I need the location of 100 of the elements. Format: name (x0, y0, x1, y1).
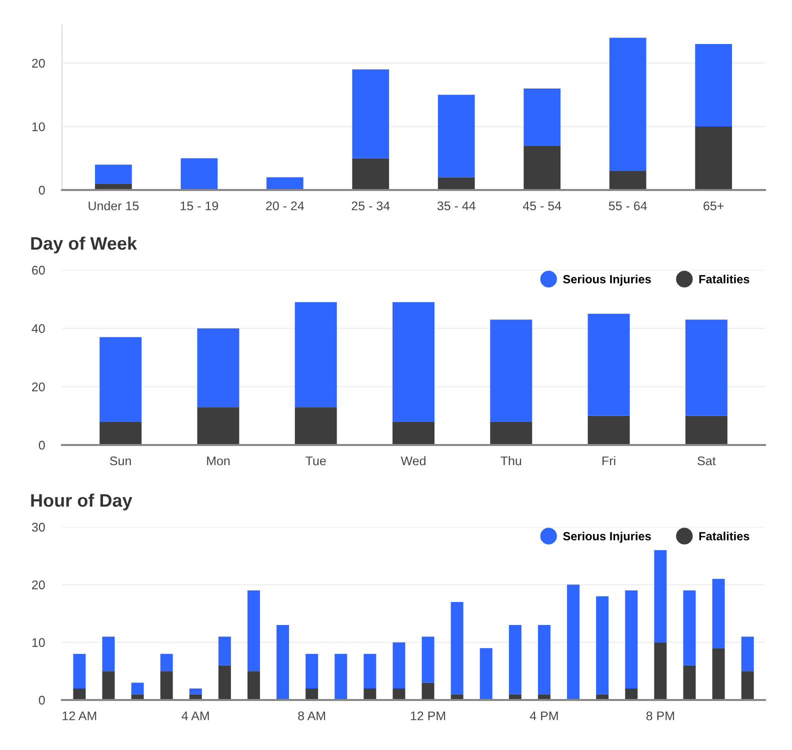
bar (685, 320, 728, 416)
x-tick-label: 20 - 24 (266, 201, 304, 210)
chart-title: Hour of Day (31, 494, 132, 510)
bar (392, 302, 434, 422)
bar (247, 590, 260, 672)
bar (596, 596, 609, 694)
bar (695, 44, 732, 127)
bar (685, 416, 728, 445)
y-tick-label: 60 (32, 266, 45, 275)
bar (480, 648, 492, 700)
y-tick-label: 30 (32, 522, 45, 532)
bar (197, 407, 240, 445)
x-tick-label: Sun (110, 456, 131, 466)
bar (625, 688, 638, 700)
y-tick-label: 0 (38, 440, 45, 450)
bar (712, 578, 725, 648)
bar (524, 146, 561, 190)
bar (218, 665, 231, 700)
x-tick-label: 45 - 54 (522, 202, 562, 210)
y-tick-label: 0 (38, 186, 45, 195)
bar (306, 688, 318, 700)
bar (712, 648, 725, 700)
bar (131, 682, 144, 694)
x-tick-label: 15 - 19 (180, 201, 218, 210)
bar (352, 69, 390, 158)
bar (266, 177, 304, 190)
x-tick-label: Thu (500, 456, 522, 466)
bar (392, 642, 406, 688)
bar (567, 584, 580, 700)
x-tick-label: 8 PM (646, 711, 674, 720)
bar (609, 38, 646, 171)
x-tick-label: 12 AM (62, 711, 96, 720)
bar (73, 688, 86, 700)
bar (508, 625, 522, 694)
bar (247, 671, 260, 700)
bar (306, 654, 318, 688)
bar (695, 126, 732, 190)
bar (588, 416, 630, 445)
bar (588, 314, 630, 416)
x-tick-label: 65+ (704, 201, 724, 210)
x-tick-label: 35 - 44 (437, 201, 476, 210)
bar (438, 177, 475, 190)
bar (102, 636, 115, 672)
bar (276, 625, 290, 700)
y-tick-label: 40 (32, 324, 45, 333)
bar (450, 602, 464, 694)
bar (392, 688, 406, 700)
bar (524, 88, 561, 146)
x-tick-label: 25 - 34 (352, 201, 390, 210)
bar (625, 590, 638, 688)
x-tick-label: Fri (602, 456, 616, 466)
bar (180, 158, 218, 190)
chart-title: Day of Week (31, 236, 138, 254)
legend-label: Fatalities (699, 274, 750, 284)
x-tick-label: 4 AM (182, 712, 209, 720)
x-tick-label: 12 PM (410, 711, 446, 720)
x-tick-label: 8 AM (298, 711, 326, 720)
bar (654, 550, 667, 642)
bar (294, 407, 337, 445)
y-tick-label: 20 (32, 58, 45, 68)
bar (73, 654, 86, 688)
bar (364, 688, 376, 700)
legend-label: Fatalities (699, 532, 750, 540)
legend-label: Serious Injuries (563, 274, 651, 286)
x-tick-label: Under 15 (88, 201, 139, 210)
x-tick-label: 4 PM (530, 712, 558, 720)
bar (95, 164, 132, 184)
bar (438, 94, 475, 178)
y-tick-label: 10 (32, 122, 45, 132)
bar (490, 422, 532, 445)
bar (683, 665, 696, 700)
bar (683, 590, 696, 666)
legend-label: Serious Injuries (563, 532, 651, 543)
x-tick-label: 55 - 64 (608, 201, 647, 210)
y-tick-label: 0 (38, 696, 45, 705)
bar (218, 636, 231, 666)
x-tick-label: Mon (207, 456, 230, 466)
x-tick-label: Tue (306, 456, 326, 466)
bar (741, 636, 754, 672)
bar (741, 671, 754, 700)
x-tick-label: Sat (698, 456, 716, 466)
x-tick-label: Wed (400, 456, 426, 466)
bar (422, 682, 434, 700)
y-tick-label: 20 (32, 580, 45, 590)
bar (197, 328, 240, 408)
bar (294, 302, 337, 408)
y-tick-label: 10 (32, 638, 45, 647)
bar (160, 654, 173, 672)
bar (352, 158, 390, 190)
bar (100, 422, 142, 445)
bar (100, 337, 142, 422)
bar (609, 170, 646, 190)
bar (334, 654, 348, 700)
bar (422, 636, 434, 683)
bar (654, 642, 667, 700)
bar (490, 320, 532, 422)
bar (538, 625, 550, 694)
bar (392, 422, 434, 445)
bar (364, 654, 376, 688)
bar (160, 671, 173, 700)
